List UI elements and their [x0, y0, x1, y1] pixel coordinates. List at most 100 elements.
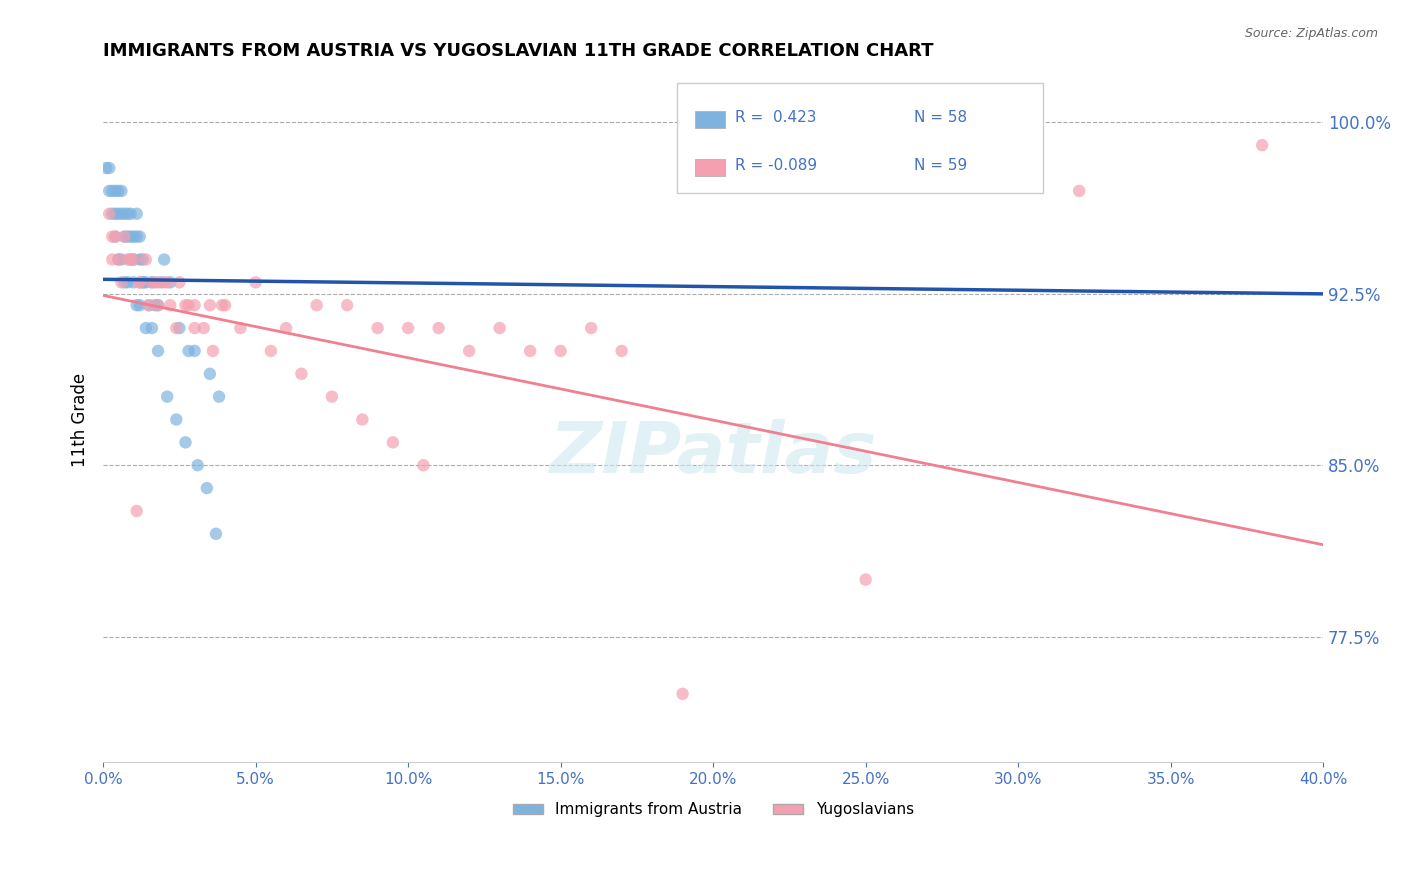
Point [290, 367, 312, 381]
Point [159, 276, 181, 290]
Point [143, 298, 166, 312]
Point [114, 207, 136, 221]
Point [125, 229, 148, 244]
Point [488, 321, 510, 335]
Point [120, 252, 142, 267]
Point [211, 298, 233, 312]
Point [153, 276, 176, 290]
Point [122, 229, 145, 244]
Point [128, 252, 150, 267]
Point [122, 276, 145, 290]
Point [260, 343, 283, 358]
Point [321, 390, 343, 404]
Point [98, 161, 121, 175]
Point [229, 321, 252, 335]
Point [125, 504, 148, 518]
Text: R = -0.089: R = -0.089 [735, 158, 817, 173]
Point [1069, 184, 1091, 198]
Point [122, 252, 145, 267]
Point [135, 321, 157, 335]
Point [132, 252, 155, 267]
Point [117, 252, 139, 267]
Point [117, 276, 139, 290]
Point [208, 390, 231, 404]
Point [114, 229, 136, 244]
Text: N = 59: N = 59 [914, 158, 967, 173]
Point [110, 207, 132, 221]
Point [110, 252, 132, 267]
Point [101, 252, 124, 267]
Point [352, 412, 374, 426]
Point [579, 321, 602, 335]
Point [104, 229, 127, 244]
Point [165, 321, 187, 335]
Text: IMMIGRANTS FROM AUSTRIA VS YUGOSLAVIAN 11TH GRADE CORRELATION CHART: IMMIGRANTS FROM AUSTRIA VS YUGOSLAVIAN 1… [103, 42, 934, 60]
Point [128, 229, 150, 244]
Text: N = 58: N = 58 [914, 111, 967, 125]
Point [672, 687, 695, 701]
Point [174, 435, 197, 450]
Point [107, 252, 129, 267]
Point [169, 321, 191, 335]
Point [146, 276, 169, 290]
Point [305, 298, 328, 312]
Text: R =  0.423: R = 0.423 [735, 111, 817, 125]
Point [146, 298, 169, 312]
Point [214, 298, 236, 312]
Point [107, 252, 129, 267]
Point [98, 207, 121, 221]
Point [458, 343, 481, 358]
Point [138, 298, 160, 312]
Point [96, 161, 118, 175]
Point [396, 321, 419, 335]
Point [110, 276, 132, 290]
Point [187, 458, 209, 473]
Point [143, 276, 166, 290]
Point [427, 321, 450, 335]
Point [156, 390, 179, 404]
Point [110, 184, 132, 198]
Point [117, 229, 139, 244]
Point [107, 184, 129, 198]
FancyBboxPatch shape [695, 159, 725, 176]
Point [132, 276, 155, 290]
Point [177, 298, 200, 312]
Point [138, 298, 160, 312]
FancyBboxPatch shape [676, 84, 1042, 194]
Point [198, 298, 221, 312]
Point [153, 252, 176, 267]
Point [120, 207, 142, 221]
Point [193, 321, 215, 335]
Point [195, 481, 218, 495]
Point [183, 343, 205, 358]
Point [141, 321, 163, 335]
Point [245, 276, 267, 290]
Point [367, 321, 389, 335]
Point [135, 276, 157, 290]
Point [165, 412, 187, 426]
Point [101, 184, 124, 198]
Point [117, 207, 139, 221]
Point [156, 276, 179, 290]
Point [135, 252, 157, 267]
Point [276, 321, 298, 335]
Point [519, 343, 541, 358]
Point [381, 435, 404, 450]
Y-axis label: 11th Grade: 11th Grade [72, 373, 89, 467]
Point [128, 276, 150, 290]
Point [98, 184, 121, 198]
Point [141, 276, 163, 290]
Legend: Immigrants from Austria, Yugoslavians: Immigrants from Austria, Yugoslavians [506, 797, 920, 823]
Point [101, 207, 124, 221]
Point [183, 321, 205, 335]
Point [104, 229, 127, 244]
Point [336, 298, 359, 312]
Point [159, 298, 181, 312]
Text: ZIPatlas: ZIPatlas [550, 419, 877, 488]
Point [174, 298, 197, 312]
Point [1251, 138, 1274, 153]
Point [702, 801, 724, 815]
Point [101, 229, 124, 244]
FancyBboxPatch shape [695, 111, 725, 128]
Point [205, 526, 228, 541]
